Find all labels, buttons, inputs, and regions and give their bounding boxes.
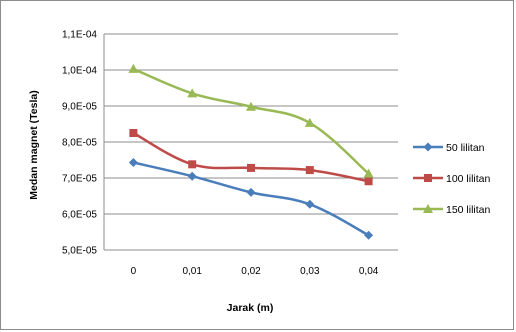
data-point bbox=[188, 160, 196, 168]
y-tick-label: 1,0E-04 bbox=[62, 66, 97, 77]
legend-item: 50 lilitan bbox=[413, 142, 485, 154]
x-tick-label: 0,01 bbox=[182, 266, 202, 277]
x-axis-title: Jarak (m) bbox=[227, 302, 274, 314]
legend-label: 100 lilitan bbox=[446, 173, 491, 185]
data-point bbox=[305, 200, 314, 209]
y-axis-title: Medan magnet (Tesla) bbox=[28, 90, 40, 200]
x-tick-label: 0 bbox=[131, 266, 137, 277]
legend-marker bbox=[424, 174, 432, 182]
data-point bbox=[129, 129, 137, 137]
legend-label: 150 lilitan bbox=[446, 204, 491, 216]
y-tick-label: 5,0E-05 bbox=[62, 246, 97, 257]
y-tick-labels: 5,0E-05 6,0E-05 7,0E-05 8,0E-05 9,0E-05 1,0E-… bbox=[62, 30, 97, 257]
data-point bbox=[247, 164, 255, 172]
series bbox=[128, 64, 373, 240]
y-tick-label: 7,0E-05 bbox=[62, 174, 97, 185]
legend-item: 100 lilitan bbox=[413, 173, 491, 185]
series-3 bbox=[128, 64, 373, 178]
legend-label: 50 lilitan bbox=[446, 142, 485, 154]
series-line bbox=[133, 69, 368, 174]
y-tick-label: 1,1E-04 bbox=[62, 30, 97, 41]
legend-item: 150 lilitan bbox=[413, 204, 491, 216]
x-tick-label: 0,03 bbox=[300, 266, 320, 277]
x-tick-labels: 0 0,01 0,02 0,03 0,04 bbox=[131, 266, 379, 277]
x-tick-label: 0,02 bbox=[241, 266, 261, 277]
series-2 bbox=[129, 129, 372, 185]
y-tick-label: 9,0E-05 bbox=[62, 102, 97, 113]
legend: 50 lilitan 100 lilitan 150 lilitan bbox=[413, 142, 491, 216]
data-point bbox=[306, 166, 314, 174]
data-point bbox=[128, 64, 138, 73]
legend-marker bbox=[424, 143, 433, 152]
data-point bbox=[188, 172, 197, 181]
data-point bbox=[247, 188, 256, 197]
y-tick-label: 6,0E-05 bbox=[62, 210, 97, 221]
data-point bbox=[129, 158, 138, 167]
data-point bbox=[365, 177, 373, 185]
y-tick-label: 8,0E-05 bbox=[62, 138, 97, 149]
x-tick-label: 0,04 bbox=[359, 266, 379, 277]
